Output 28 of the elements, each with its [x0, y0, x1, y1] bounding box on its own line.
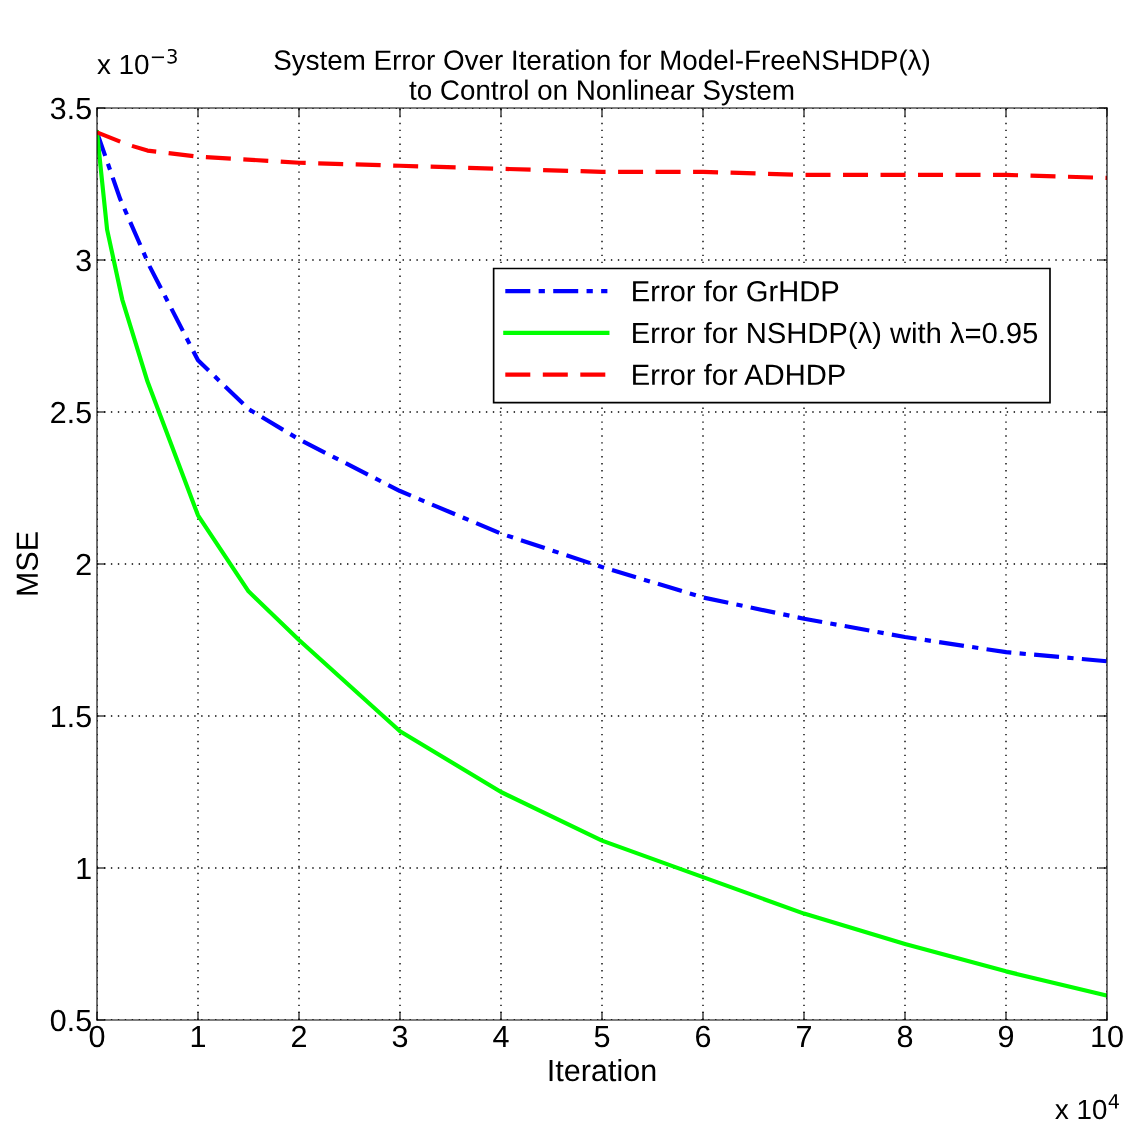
x-tick-label: 8 [897, 1025, 913, 1048]
x-tick-label: 9 [998, 1025, 1014, 1048]
y-axis-title: MSE [16, 532, 39, 595]
y-tick-label: 1.5 [52, 706, 91, 728]
x-tick-label: 1 [191, 1025, 206, 1047]
y-tick-label: 2.5 [51, 401, 91, 424]
x-tick-label: 2 [292, 1025, 306, 1047]
y-tick-label: 3 [76, 249, 91, 272]
legend-label: Error for GrHDP [633, 280, 839, 302]
x-tick-label: 10 [1092, 1025, 1123, 1048]
x-tick-label: 4 [493, 1025, 509, 1047]
text: x 10$^{−3}$ [97, 48, 177, 75]
x-tick-label: 3 [392, 1025, 408, 1048]
x-axis-title: Iteration [549, 1058, 656, 1082]
y-tick-label: 0.5 [50, 1009, 91, 1032]
x-tick-label: 7 [797, 1025, 811, 1047]
y-tick-label: 3.5 [50, 97, 91, 120]
line-series [97, 130, 1107, 998]
y-tick-label: 2 [76, 553, 91, 576]
y-tick-label: 1 [77, 858, 91, 880]
x-tick-label: 0 [89, 1025, 105, 1048]
chart-title: System Error Over Iteration for Model-FreeNSHDP(λ) to Control on Nonlinear System [274, 49, 930, 106]
legend-label: Error for NSHDP(λ) with λ=0.95 [633, 321, 1038, 350]
line-series [97, 130, 1107, 181]
x-tick-label: 5 [594, 1025, 610, 1048]
text: x 10$^{4}$ [1055, 1094, 1119, 1120]
legend-label: Error for ADHDP [633, 363, 845, 386]
x-tick-label: 6 [696, 1025, 711, 1048]
